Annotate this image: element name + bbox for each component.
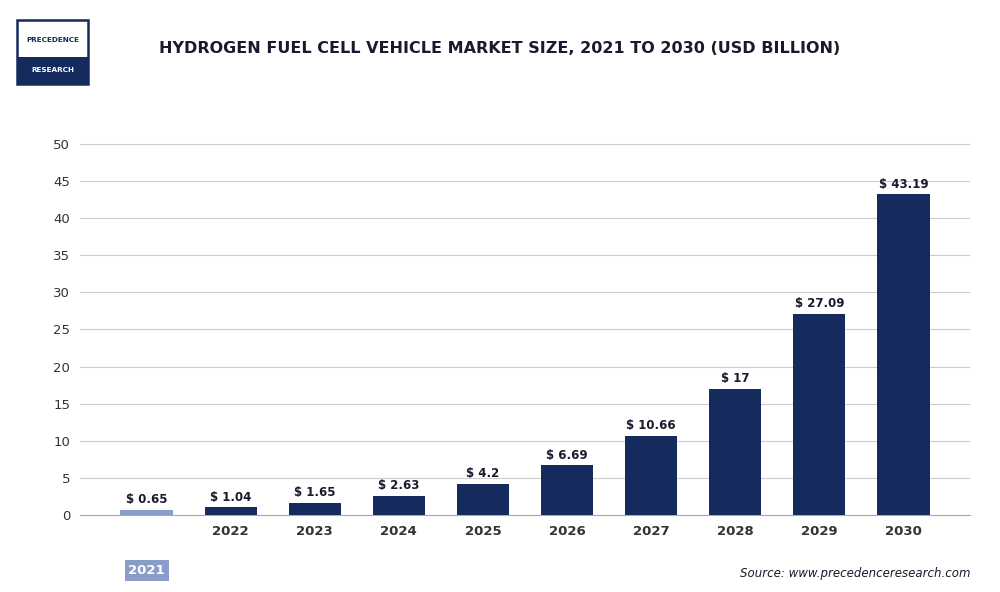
Text: 2021: 2021	[128, 564, 165, 577]
Bar	[625, 436, 677, 515]
Text: $ 6.69: $ 6.69	[546, 449, 588, 462]
Text: $ 27.09: $ 27.09	[795, 297, 844, 310]
Bar	[120, 510, 173, 515]
Text: $ 0.65: $ 0.65	[126, 494, 167, 507]
Text: Source: www.precedenceresearch.com: Source: www.precedenceresearch.com	[740, 567, 970, 580]
Bar	[877, 194, 930, 515]
Text: $ 43.19: $ 43.19	[879, 178, 928, 191]
Bar	[205, 507, 257, 515]
Bar	[373, 496, 425, 515]
Bar	[541, 465, 593, 515]
Bar	[709, 389, 761, 515]
Bar	[793, 314, 845, 515]
Text: $ 17: $ 17	[721, 372, 750, 385]
Bar	[457, 484, 509, 515]
Bar	[289, 503, 341, 515]
Text: HYDROGEN FUEL CELL VEHICLE MARKET SIZE, 2021 TO 2030 (USD BILLION): HYDROGEN FUEL CELL VEHICLE MARKET SIZE, …	[159, 41, 841, 56]
Text: PRECEDENCE: PRECEDENCE	[26, 37, 79, 43]
Text: $ 10.66: $ 10.66	[626, 419, 676, 432]
Text: $ 2.63: $ 2.63	[378, 479, 420, 492]
FancyBboxPatch shape	[17, 20, 88, 84]
FancyBboxPatch shape	[17, 57, 88, 84]
Text: $ 1.04: $ 1.04	[210, 491, 251, 504]
Text: $ 4.2: $ 4.2	[466, 467, 500, 480]
Text: RESEARCH: RESEARCH	[31, 67, 74, 73]
Text: $ 1.65: $ 1.65	[294, 486, 335, 499]
